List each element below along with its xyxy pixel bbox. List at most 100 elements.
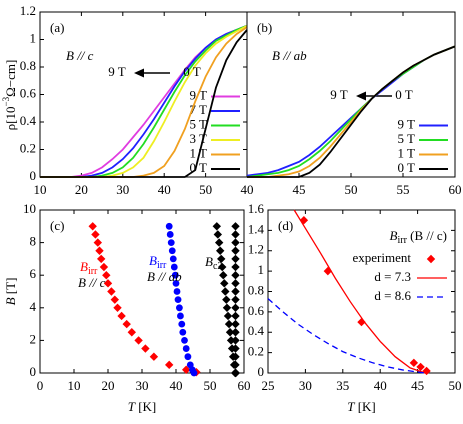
y-tick-label: 2	[30, 331, 37, 346]
legend-title-sub: irr	[397, 235, 407, 246]
y-axis-label-var: B	[3, 297, 18, 305]
marker	[222, 295, 231, 304]
marker	[226, 336, 236, 345]
y-tick-label: 0.6	[20, 85, 37, 100]
marker	[223, 311, 233, 321]
marker	[173, 288, 181, 295]
x-tick-label: 10	[68, 378, 81, 393]
series-label-var: B	[80, 259, 88, 274]
marker	[172, 279, 180, 287]
marker	[110, 295, 119, 304]
marker	[213, 230, 223, 239]
marker	[91, 230, 100, 239]
series-label-var: B	[149, 253, 157, 268]
x-axis-label: T [K]	[128, 399, 157, 414]
annotation: 0 T	[395, 87, 413, 102]
x-tick-label: 50	[449, 378, 462, 393]
marker	[231, 262, 240, 272]
legend-label: 5 T	[190, 116, 208, 131]
marker	[179, 328, 187, 336]
marker	[174, 296, 182, 304]
annotation: B // ab	[272, 48, 307, 63]
x-tick-label: 50	[345, 182, 358, 197]
y-tick-label: 6	[30, 266, 37, 281]
marker	[217, 254, 226, 264]
x-tick-label: 25	[262, 378, 275, 393]
y-tick-label: 1.4	[248, 221, 265, 236]
marker	[231, 303, 240, 312]
x-tick-label: 40	[374, 378, 387, 393]
series-label: Birr	[80, 259, 98, 277]
panel-label: (d)	[278, 218, 293, 233]
marker	[97, 254, 106, 264]
marker	[102, 271, 111, 280]
marker	[231, 344, 240, 353]
series-label: Birr	[149, 253, 167, 271]
marker	[220, 279, 229, 288]
x-tick-label: 40	[241, 182, 254, 197]
marker	[231, 230, 240, 239]
x-tick-label: 50	[199, 182, 212, 197]
marker	[231, 279, 240, 288]
x-tick-label: 20	[102, 378, 115, 393]
marker	[231, 287, 240, 296]
marker	[190, 369, 198, 377]
x-tick-label: 50	[204, 378, 217, 393]
y-tick-label: 0	[258, 364, 265, 379]
x-tick-label: 60	[238, 378, 251, 393]
marker	[231, 319, 240, 329]
fit-curve	[267, 298, 426, 374]
y-axis-label-sup: −3	[1, 96, 11, 106]
marker	[224, 319, 234, 329]
marker	[231, 238, 240, 247]
y-tick-label: 1.2	[20, 3, 36, 18]
x-tick-label: 45	[411, 378, 424, 393]
series-label-line2: B // ab	[147, 269, 182, 284]
marker	[231, 246, 240, 255]
marker	[231, 311, 240, 321]
marker	[409, 358, 419, 368]
y-tick-label: 1.2	[248, 242, 264, 257]
legend-label: 5 T	[398, 131, 416, 146]
y-tick-label: 0.8	[248, 282, 264, 297]
x-tick-label: 40	[158, 182, 171, 197]
series-label: Bc2	[205, 254, 222, 272]
marker	[95, 246, 104, 255]
marker	[168, 247, 176, 255]
plot-frame	[246, 11, 456, 178]
marker	[107, 287, 116, 296]
y-tick-label: 0.2	[20, 140, 36, 155]
marker	[182, 365, 191, 374]
series-label-var: B	[205, 254, 213, 269]
y-axis-label: B [T]	[3, 278, 18, 306]
marker	[181, 337, 188, 344]
curve	[40, 29, 248, 178]
y-axis-label-unit: [T]	[3, 278, 18, 298]
marker	[216, 246, 225, 255]
legend-label: 1 T	[398, 145, 416, 160]
marker	[93, 238, 102, 247]
marker	[221, 287, 230, 296]
annotation: 9 T	[330, 87, 348, 102]
annotation: 9 T	[108, 64, 126, 79]
marker	[231, 222, 240, 231]
marker	[225, 328, 235, 337]
marker	[222, 303, 232, 312]
legend-title-var: B	[390, 228, 398, 243]
marker	[184, 353, 192, 361]
x-axis-label-unit: [K]	[354, 399, 375, 414]
legend-title-rest: (B // c)	[407, 228, 447, 243]
x-tick-label: 30	[116, 182, 129, 197]
annotation: 0 T	[183, 64, 201, 79]
y-tick-label: 0.4	[248, 323, 265, 338]
curve	[246, 45, 456, 177]
arrow-a	[134, 68, 170, 78]
marker	[218, 262, 227, 272]
marker	[167, 239, 175, 247]
marker	[219, 271, 228, 280]
y-tick-label: 4	[30, 299, 37, 314]
x-axis-label-unit: [K]	[135, 399, 156, 414]
x-tick-label: 10	[34, 182, 47, 197]
x-tick-label: 45	[293, 182, 306, 197]
